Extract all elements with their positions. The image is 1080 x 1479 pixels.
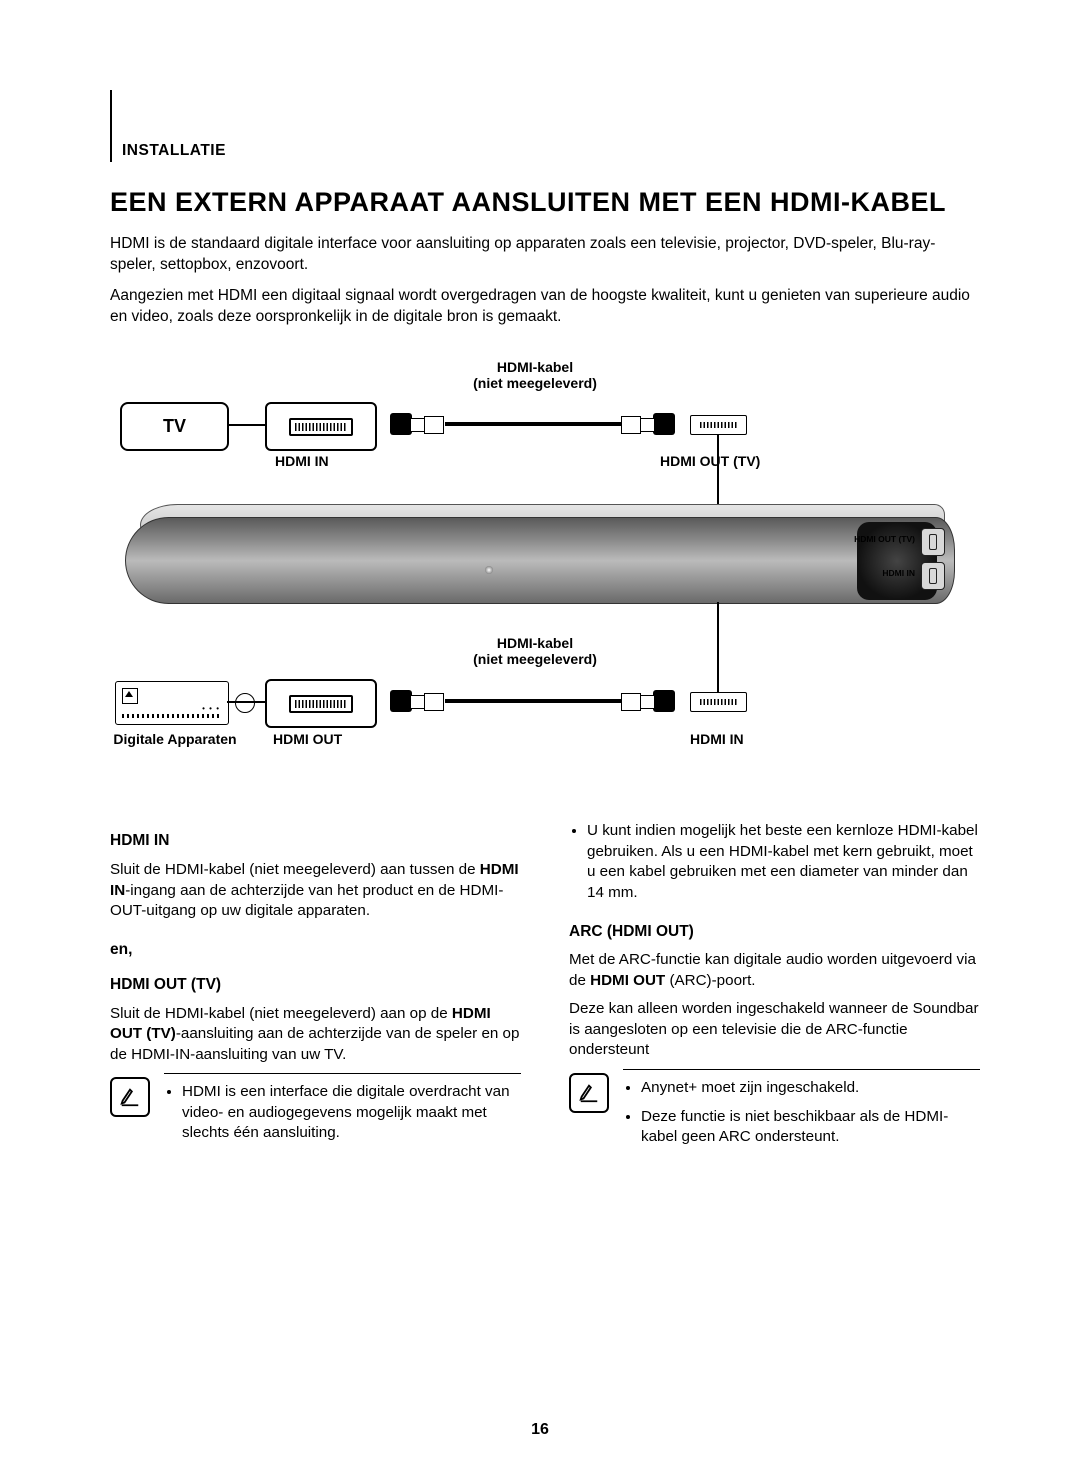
connection-diagram: HDMI-kabel (niet meegeleverd) TV HDMI IN… bbox=[115, 367, 975, 787]
right-p1: Met de ARC-functie kan digitale audio wo… bbox=[569, 950, 980, 991]
plug-top-left bbox=[390, 413, 445, 435]
vline-bottom bbox=[717, 602, 719, 697]
right-note-1: Anynet+ moet zijn ingeschakeld. bbox=[641, 1078, 980, 1099]
line-tv-port bbox=[227, 424, 265, 426]
intro-block: HDMI is de standaard digitale interface … bbox=[110, 234, 980, 328]
right-note-2: Deze functie is niet beschikbaar als de … bbox=[641, 1107, 980, 1148]
intro-p2: Aangezien met HDMI een digitaal signaal … bbox=[110, 286, 980, 328]
note-icon bbox=[110, 1077, 150, 1117]
section-header: INSTALLATIE bbox=[110, 90, 980, 162]
tv-box: TV bbox=[120, 402, 229, 451]
cable-label-bot-l1: HDMI-kabel bbox=[497, 635, 573, 651]
right-note-block: Anynet+ moet zijn ingeschakeld. Deze fun… bbox=[569, 1071, 980, 1156]
left-p1c: -ingang aan de achterzijde van het produ… bbox=[110, 882, 503, 920]
label-hdmi-out-tv-top: HDMI OUT (TV) bbox=[660, 453, 760, 469]
left-note-list: HDMI is een interface die digitale overd… bbox=[164, 1082, 521, 1144]
heading-arc: ARC (HDMI OUT) bbox=[569, 922, 980, 943]
page-number: 16 bbox=[0, 1421, 1080, 1439]
plug-top-right bbox=[620, 413, 675, 435]
label-hdmi-in-bottom: HDMI IN bbox=[690, 731, 744, 747]
note-icon bbox=[569, 1073, 609, 1113]
tv-label: TV bbox=[163, 416, 186, 437]
plug-bot-left bbox=[390, 690, 445, 712]
soundbar: HDMI OUT (TV) HDMI IN bbox=[125, 492, 955, 622]
right-p1b: HDMI OUT bbox=[590, 972, 665, 989]
sb-label-out: HDMI OUT (TV) bbox=[854, 534, 915, 544]
right-note-list: Anynet+ moet zijn ingeschakeld. Deze fun… bbox=[623, 1078, 980, 1148]
left-p1a: Sluit de HDMI-kabel (niet meegeleverd) a… bbox=[110, 861, 480, 878]
left-p2: Sluit de HDMI-kabel (niet meegeleverd) a… bbox=[110, 1004, 521, 1066]
port-bottom-right bbox=[690, 692, 747, 712]
intro-p1: HDMI is de standaard digitale interface … bbox=[110, 234, 980, 276]
cable-label-top: HDMI-kabel (niet meegeleverd) bbox=[435, 359, 635, 391]
line-dev-port bbox=[227, 701, 265, 703]
left-note-block: HDMI is een interface die digitale overd… bbox=[110, 1075, 521, 1152]
cable-label-bot-l2: (niet meegeleverd) bbox=[473, 651, 597, 667]
heading-hdmi-out-tv: HDMI OUT (TV) bbox=[110, 975, 521, 996]
soundbar-jack-out bbox=[921, 528, 945, 556]
left-p2a: Sluit de HDMI-kabel (niet meegeleverd) a… bbox=[110, 1005, 452, 1022]
sb-label-in: HDMI IN bbox=[882, 568, 915, 578]
plug-bot-right bbox=[620, 690, 675, 712]
text-columns: HDMI IN Sluit de HDMI-kabel (niet meegel… bbox=[110, 817, 980, 1155]
tv-port-box bbox=[265, 402, 377, 451]
heading-hdmi-in: HDMI IN bbox=[110, 831, 521, 852]
cable-label-bottom: HDMI-kabel (niet meegeleverd) bbox=[435, 635, 635, 667]
device-connector-circle bbox=[235, 693, 255, 713]
heading-en: en, bbox=[110, 940, 521, 961]
right-top-list: U kunt indien mogelijk het beste een ker… bbox=[569, 821, 980, 903]
cable-bottom bbox=[445, 699, 625, 703]
left-note-1: HDMI is een interface die digitale overd… bbox=[182, 1082, 521, 1144]
soundbar-jack-in bbox=[921, 562, 945, 590]
left-p1: Sluit de HDMI-kabel (niet meegeleverd) a… bbox=[110, 860, 521, 922]
cable-label-top-l2: (niet meegeleverd) bbox=[473, 375, 597, 391]
left-column: HDMI IN Sluit de HDMI-kabel (niet meegel… bbox=[110, 817, 521, 1155]
right-note-top: U kunt indien mogelijk het beste een ker… bbox=[587, 821, 980, 903]
right-column: U kunt indien mogelijk het beste een ker… bbox=[569, 817, 980, 1155]
right-p2: Deze kan alleen worden ingeschakeld wann… bbox=[569, 999, 980, 1061]
section-label: INSTALLATIE bbox=[122, 142, 226, 160]
label-hdmi-out-bottom: HDMI OUT bbox=[273, 731, 342, 747]
label-hdmi-in-top: HDMI IN bbox=[275, 453, 329, 469]
cable-label-top-l1: HDMI-kabel bbox=[497, 359, 573, 375]
label-digital-devices: Digitale Apparaten bbox=[110, 731, 240, 747]
cable-top bbox=[445, 422, 625, 426]
device-port-box bbox=[265, 679, 377, 728]
port-top-right bbox=[690, 415, 747, 435]
right-p1c: (ARC)-poort. bbox=[665, 972, 755, 989]
digital-device: • • • bbox=[115, 681, 229, 725]
page-title: EEN EXTERN APPARAAT AANSLUITEN MET EEN H… bbox=[110, 186, 980, 220]
